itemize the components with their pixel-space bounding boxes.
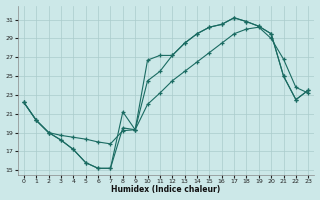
X-axis label: Humidex (Indice chaleur): Humidex (Indice chaleur) xyxy=(111,185,221,194)
